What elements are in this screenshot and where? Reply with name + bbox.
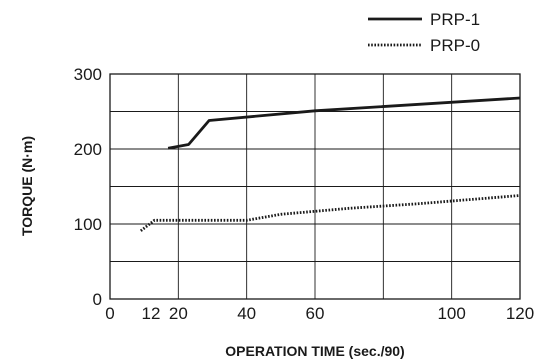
tick-labels: 0 12 20 40 60 100 120 0 100 200 300: [74, 65, 535, 323]
x-tick-label: 0: [105, 304, 114, 323]
y-tick-label: 200: [74, 140, 102, 159]
y-tick-label: 0: [93, 290, 102, 309]
legend: PRP-1 PRP-0: [368, 10, 480, 55]
x-tick-label: 120: [506, 304, 534, 323]
y-axis-title: TORQUE (N·m): [19, 136, 35, 236]
legend-label-prp-1: PRP-1: [430, 10, 480, 29]
x-tick-label: 12: [142, 304, 161, 323]
x-axis-title: OPERATION TIME (sec./90): [225, 343, 404, 359]
x-tick-label: 40: [237, 304, 256, 323]
legend-label-prp-0: PRP-0: [430, 36, 480, 55]
y-tick-label: 300: [74, 65, 102, 84]
series-line-prp-0: [139, 194, 521, 232]
x-tick-label: 60: [306, 304, 325, 323]
grid: [110, 74, 520, 299]
series-lines: [139, 96, 521, 232]
x-tick-label: 100: [437, 304, 465, 323]
y-tick-label: 100: [74, 215, 102, 234]
x-tick-label: 20: [169, 304, 188, 323]
series-line-prp-1: [167, 96, 521, 150]
